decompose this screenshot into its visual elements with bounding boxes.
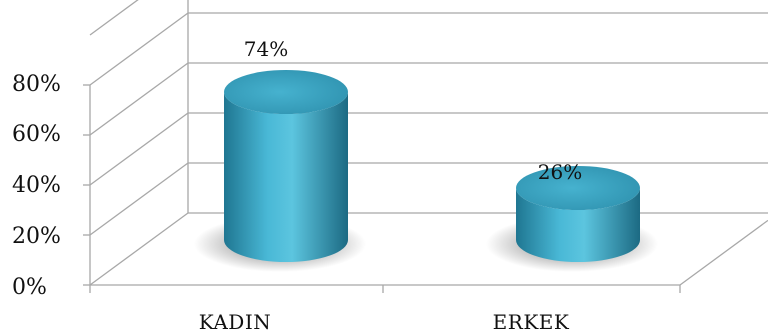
y-tick-label-20: 20%: [12, 224, 61, 249]
y-tick-label-60: 60%: [12, 122, 61, 147]
category-label-kadin: KADIN: [199, 310, 272, 334]
bar-erkek: [516, 188, 640, 262]
y-tick-label-40: 40%: [12, 173, 61, 198]
gridline-side-0: [89, 212, 189, 286]
gridline-side-80: [89, 12, 189, 86]
data-label-erkek: 26%: [538, 160, 582, 184]
gridline-side-100: [89, 0, 139, 36]
data-label-kadin: 74%: [244, 37, 288, 61]
gridline-side-40: [89, 112, 189, 186]
floor-right-edge: [679, 219, 768, 286]
bar-kadin: [224, 92, 348, 262]
bar-top-kadin: [224, 70, 348, 114]
gridline-side-20: [89, 162, 189, 236]
bar-top-erkek: [516, 166, 640, 210]
grid-layer: [83, 0, 768, 293]
gridline-side-60: [89, 62, 189, 136]
category-label-erkek: ERKEK: [493, 310, 570, 334]
y-tick-label-80: 80%: [12, 72, 61, 97]
bars-layer: [194, 70, 658, 272]
y-tick-label-0: 0%: [12, 275, 47, 300]
